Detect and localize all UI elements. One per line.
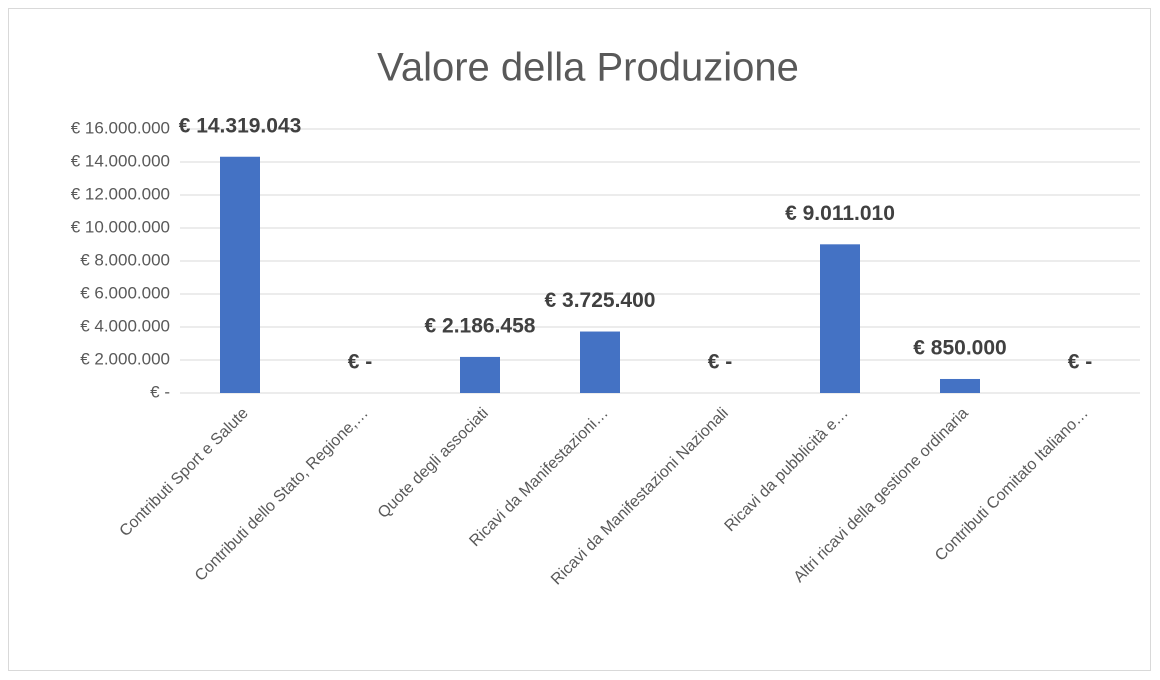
bar	[820, 244, 860, 393]
y-tick-label: € 10.000.000	[71, 217, 170, 236]
data-label: € -	[708, 351, 733, 374]
y-tick-label: € 6.000.000	[80, 283, 170, 302]
y-tick-label: € 12.000.000	[71, 184, 170, 203]
chart-border	[8, 8, 1151, 671]
y-tick-label: € 4.000.000	[80, 316, 170, 335]
data-label: € -	[348, 351, 373, 374]
y-tick-label: € 2.000.000	[80, 349, 170, 368]
y-tick-label: € 14.000.000	[71, 151, 170, 170]
data-label: € 3.725.400	[545, 289, 656, 312]
bar	[580, 331, 620, 393]
data-label: € 850.000	[913, 337, 1006, 360]
chart-title: Valore della Produzione	[377, 46, 799, 90]
data-label: € 9.011.010	[785, 202, 895, 225]
bar	[940, 378, 980, 393]
data-label: € -	[1068, 351, 1093, 374]
y-tick-label: € -	[150, 382, 170, 401]
data-label: € 14.319.043	[179, 114, 302, 137]
bar	[220, 156, 260, 393]
data-label: € 2.186.458	[425, 314, 536, 337]
y-tick-label: € 8.000.000	[80, 250, 170, 269]
y-tick-label: € 16.000.000	[71, 118, 170, 137]
bar	[460, 356, 500, 393]
